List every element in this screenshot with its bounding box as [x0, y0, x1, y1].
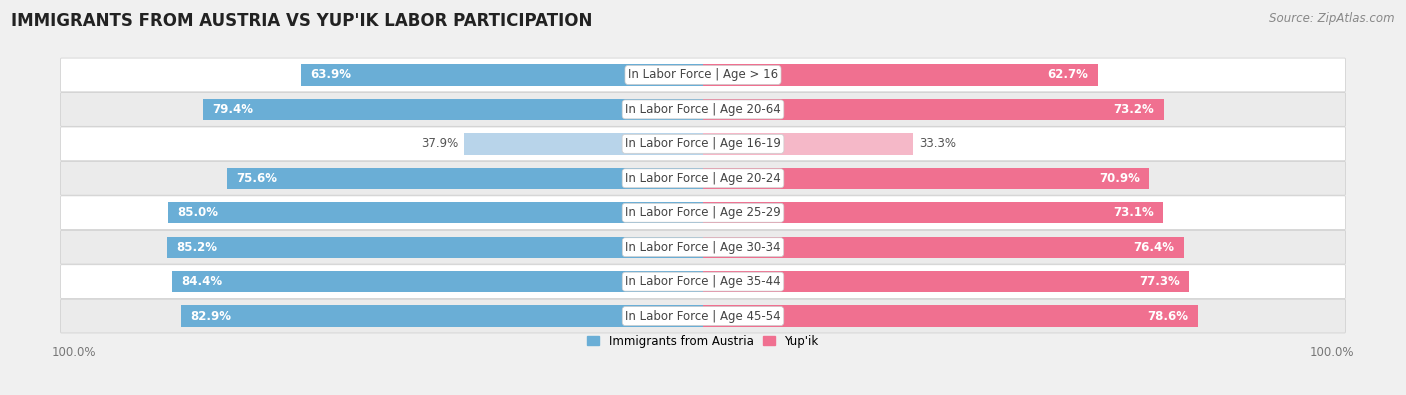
Text: 85.2%: 85.2% [176, 241, 218, 254]
Text: 77.3%: 77.3% [1139, 275, 1180, 288]
FancyBboxPatch shape [60, 58, 1346, 92]
Text: 82.9%: 82.9% [191, 310, 232, 323]
Text: In Labor Force | Age 35-44: In Labor Force | Age 35-44 [626, 275, 780, 288]
Bar [172, 271, 703, 292]
Bar [204, 99, 703, 120]
Text: 75.6%: 75.6% [236, 172, 277, 185]
Text: IMMIGRANTS FROM AUSTRIA VS YUP'IK LABOR PARTICIPATION: IMMIGRANTS FROM AUSTRIA VS YUP'IK LABOR … [11, 12, 592, 30]
Bar [703, 64, 1098, 86]
Text: 37.9%: 37.9% [420, 137, 458, 150]
Text: 76.4%: 76.4% [1133, 241, 1174, 254]
Text: 63.9%: 63.9% [311, 68, 352, 81]
Bar [703, 202, 1163, 224]
Bar [703, 167, 1149, 189]
FancyBboxPatch shape [60, 265, 1346, 299]
Text: In Labor Force | Age 16-19: In Labor Force | Age 16-19 [626, 137, 780, 150]
Text: 79.4%: 79.4% [212, 103, 253, 116]
Bar [703, 237, 1184, 258]
Bar [169, 202, 703, 224]
Text: 73.2%: 73.2% [1114, 103, 1154, 116]
Text: In Labor Force | Age 30-34: In Labor Force | Age 30-34 [626, 241, 780, 254]
Text: 33.3%: 33.3% [920, 137, 956, 150]
Bar [703, 133, 912, 154]
Text: In Labor Force | Age 20-64: In Labor Force | Age 20-64 [626, 103, 780, 116]
FancyBboxPatch shape [60, 299, 1346, 333]
FancyBboxPatch shape [60, 92, 1346, 126]
Text: Source: ZipAtlas.com: Source: ZipAtlas.com [1270, 12, 1395, 25]
Text: 85.0%: 85.0% [177, 206, 218, 219]
Text: In Labor Force | Age 25-29: In Labor Force | Age 25-29 [626, 206, 780, 219]
Text: 70.9%: 70.9% [1099, 172, 1140, 185]
FancyBboxPatch shape [60, 162, 1346, 195]
Bar [703, 271, 1189, 292]
Legend: Immigrants from Austria, Yup'ik: Immigrants from Austria, Yup'ik [582, 330, 824, 353]
Bar [228, 167, 703, 189]
Text: 84.4%: 84.4% [181, 275, 222, 288]
FancyBboxPatch shape [60, 196, 1346, 229]
Text: 78.6%: 78.6% [1147, 310, 1188, 323]
Bar [181, 305, 703, 327]
Text: In Labor Force | Age 20-24: In Labor Force | Age 20-24 [626, 172, 780, 185]
Bar [301, 64, 703, 86]
Text: In Labor Force | Age 45-54: In Labor Force | Age 45-54 [626, 310, 780, 323]
Bar [703, 305, 1198, 327]
FancyBboxPatch shape [60, 127, 1346, 161]
Bar [167, 237, 703, 258]
Text: In Labor Force | Age > 16: In Labor Force | Age > 16 [628, 68, 778, 81]
Text: 62.7%: 62.7% [1047, 68, 1088, 81]
FancyBboxPatch shape [60, 230, 1346, 264]
Bar [464, 133, 703, 154]
Bar [703, 99, 1164, 120]
Text: 73.1%: 73.1% [1114, 206, 1153, 219]
